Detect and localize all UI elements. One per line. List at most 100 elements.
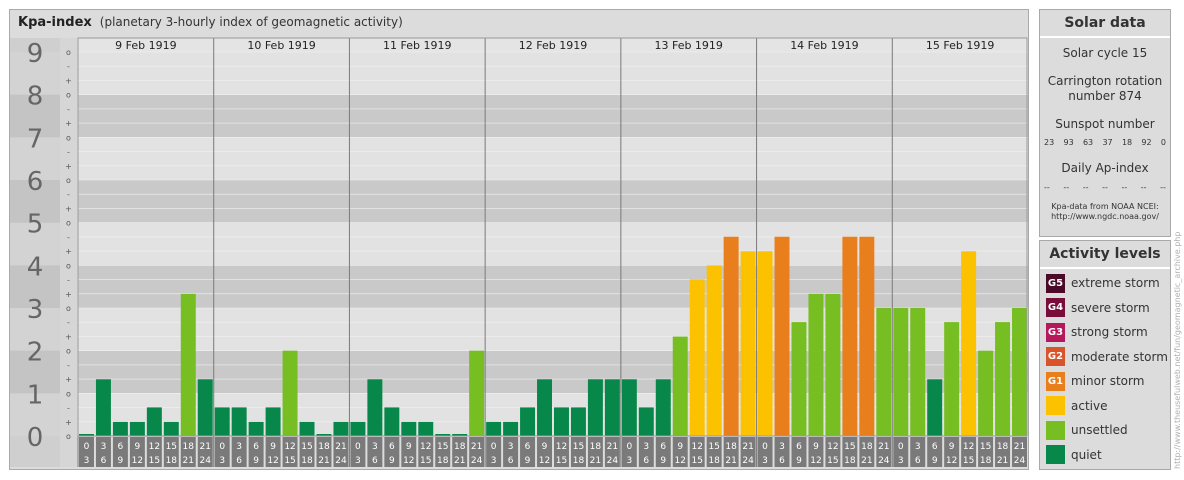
kp-bar bbox=[79, 434, 94, 436]
y-tick-label: 3 bbox=[27, 295, 44, 325]
kp-bar bbox=[995, 322, 1011, 436]
kp-bar bbox=[384, 407, 400, 436]
activity-level-severe-storm: G4 severe storm bbox=[1046, 298, 1150, 318]
y-subtick-label: + bbox=[65, 290, 72, 299]
y-label-band bbox=[10, 265, 60, 308]
time-slot-box bbox=[723, 437, 739, 467]
sunspot-value: 37 bbox=[1102, 138, 1113, 147]
kp-bar bbox=[316, 434, 332, 436]
activity-levels-panel: Activity levels G5 extreme storm G4 severe … bbox=[1039, 240, 1171, 470]
time-slot-start: 9 bbox=[135, 442, 141, 452]
kp-bar bbox=[537, 379, 552, 436]
y-subtick-label: o bbox=[66, 48, 71, 57]
y-label-band bbox=[10, 52, 60, 95]
time-slot-box bbox=[418, 437, 434, 467]
time-slot-end: 15 bbox=[963, 456, 974, 466]
time-slot-start: 18 bbox=[318, 442, 330, 452]
y-subtick-label: o bbox=[66, 176, 71, 185]
kp-bar bbox=[248, 421, 264, 436]
y-tick-label: 2 bbox=[27, 338, 44, 368]
kp-bar bbox=[163, 421, 179, 436]
time-slot-start: 6 bbox=[525, 442, 531, 452]
credit-watermark: http://www.theusefulweb.net/fun/geomagne… bbox=[1173, 231, 1182, 469]
time-slot-box bbox=[621, 437, 637, 467]
kp-bar bbox=[1012, 308, 1027, 436]
time-slot-end: 12 bbox=[946, 456, 957, 466]
ap-value: -- bbox=[1121, 183, 1128, 192]
kp-bar bbox=[927, 379, 943, 436]
time-slot-box bbox=[435, 437, 451, 467]
kp-bar bbox=[740, 251, 756, 436]
kp-bar bbox=[825, 293, 841, 436]
time-slot-end: 3 bbox=[84, 456, 90, 466]
kp-bar bbox=[180, 293, 196, 436]
y-subtick-label: - bbox=[67, 148, 70, 157]
time-slot-end: 9 bbox=[525, 456, 531, 466]
time-slot-end: 3 bbox=[491, 456, 497, 466]
y-subtick-column bbox=[60, 38, 77, 467]
time-slot-start: 3 bbox=[372, 442, 378, 452]
time-slot-start: 6 bbox=[932, 442, 938, 452]
kp-bar bbox=[604, 379, 620, 436]
level-label: active bbox=[1071, 398, 1108, 413]
time-slot-end: 24 bbox=[471, 456, 483, 466]
y-subtick-label: - bbox=[67, 318, 70, 327]
time-slot-box bbox=[791, 437, 807, 467]
time-slot-start: 12 bbox=[691, 442, 702, 452]
time-slot-box bbox=[163, 437, 179, 467]
kp-bar bbox=[282, 350, 298, 436]
time-slot-box bbox=[112, 437, 128, 467]
sunspot-value: 18 bbox=[1121, 138, 1133, 147]
time-slot-start: 3 bbox=[236, 442, 242, 452]
time-slot-start: 3 bbox=[643, 442, 649, 452]
time-slot-start: 21 bbox=[200, 442, 211, 452]
time-slot-box bbox=[95, 437, 111, 467]
time-slot-end: 12 bbox=[403, 456, 414, 466]
level-swatch bbox=[1046, 445, 1065, 464]
y-tick-label: 6 bbox=[27, 167, 44, 197]
time-slot-end: 12 bbox=[539, 456, 550, 466]
y-subtick-label: - bbox=[67, 276, 70, 285]
activity-level-strong-storm: G3 strong storm bbox=[1046, 322, 1148, 342]
kp-bar bbox=[893, 308, 909, 436]
y-tick-label: 7 bbox=[27, 124, 44, 154]
level-label: moderate storm bbox=[1071, 349, 1168, 364]
level-swatch bbox=[1046, 420, 1065, 440]
level-label: extreme storm bbox=[1071, 276, 1160, 290]
time-slot-box bbox=[570, 437, 586, 467]
sunspot-value: 23 bbox=[1044, 138, 1055, 147]
time-slot-end: 3 bbox=[355, 456, 361, 466]
kp-bar bbox=[418, 421, 434, 436]
y-subtick-label: o bbox=[66, 304, 71, 313]
level-label: minor storm bbox=[1071, 374, 1145, 388]
time-slot-end: 24 bbox=[335, 456, 347, 466]
level-swatch: G1 bbox=[1046, 371, 1065, 391]
time-slot-start: 21 bbox=[335, 442, 346, 452]
kp-bar bbox=[655, 379, 671, 436]
sunspot-value: 0 bbox=[1160, 138, 1166, 147]
kp-bar bbox=[112, 421, 128, 436]
kp-bar bbox=[401, 421, 417, 436]
time-slot-end: 6 bbox=[101, 456, 107, 466]
kp-bar bbox=[587, 379, 603, 436]
time-slot-start: 15 bbox=[844, 442, 855, 452]
time-slot-end: 18 bbox=[301, 456, 313, 466]
kpa-chart-panel: 0 1 2 3 4 5 6 7 8 9 o + - o + - o + - o + - o + - o + - o + - o + - o + - o 9 … bbox=[9, 9, 1029, 470]
y-tick-label: 8 bbox=[27, 82, 44, 112]
time-slot-start: 6 bbox=[118, 442, 124, 452]
kp-bar bbox=[570, 407, 586, 436]
y-subtick-label: o bbox=[66, 347, 71, 356]
y-subtick-label: o bbox=[66, 389, 71, 398]
time-slot-end: 9 bbox=[796, 456, 802, 466]
time-slot-end: 9 bbox=[118, 456, 124, 466]
y-subtick-label: o bbox=[66, 91, 71, 100]
time-slot-box bbox=[469, 437, 485, 467]
time-slot-start: 0 bbox=[762, 442, 768, 452]
time-slot-start: 21 bbox=[1014, 442, 1025, 452]
time-slot-end: 24 bbox=[878, 456, 890, 466]
y-subtick-label: + bbox=[65, 247, 72, 256]
y-subtick-label: + bbox=[65, 375, 72, 384]
time-slot-start: 9 bbox=[813, 442, 819, 452]
time-slot-end: 6 bbox=[508, 456, 514, 466]
time-slot-box bbox=[961, 437, 977, 467]
